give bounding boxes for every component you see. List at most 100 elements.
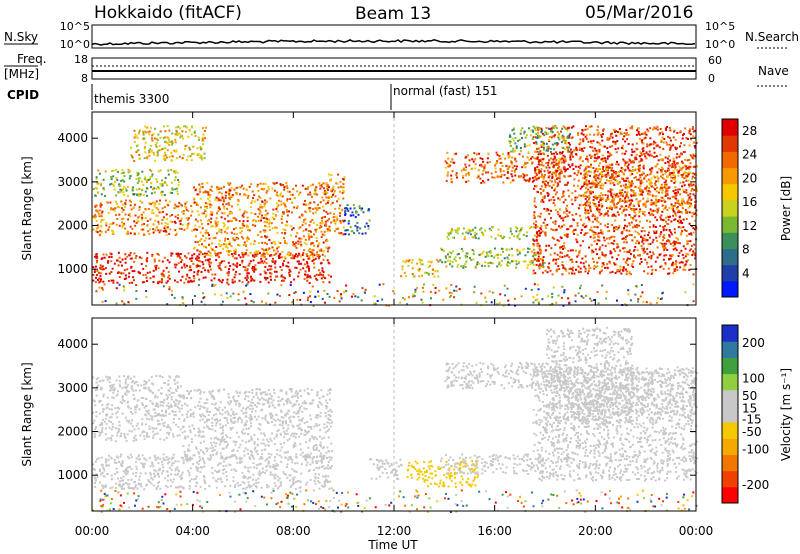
range-cell: [235, 238, 238, 240]
range-cell: [567, 163, 570, 166]
range-cell: [227, 202, 230, 204]
range-cell: [263, 205, 266, 208]
range-cell: [534, 127, 537, 130]
range-cell: [667, 186, 670, 189]
range-cell: [243, 193, 246, 195]
range-cell: [329, 212, 332, 215]
range-cell: [316, 206, 319, 209]
range-cell: [661, 196, 664, 199]
range-cell: [594, 175, 597, 178]
range-cell: [453, 153, 456, 156]
range-cell: [374, 302, 377, 305]
range-cell: [556, 144, 558, 147]
range-cell: [582, 204, 585, 206]
range-cell: [266, 253, 269, 256]
range-cell: [200, 156, 203, 159]
range-cell: [241, 214, 244, 217]
range-cell: [163, 275, 166, 278]
range-cell: [673, 130, 675, 133]
range-cell: [670, 255, 673, 258]
range-cell: [294, 291, 297, 294]
range-cell: [223, 212, 226, 215]
range-cell: [591, 229, 593, 232]
range-cell: [633, 177, 636, 179]
range-cell: [282, 228, 285, 231]
range-cell: [643, 252, 646, 255]
range-cell: [525, 144, 528, 147]
range-cell: [293, 257, 296, 260]
scatter-region: [439, 247, 546, 269]
range-cell: [346, 208, 349, 210]
range-cell: [533, 252, 536, 255]
range-cell: [246, 236, 249, 239]
range-cell: [681, 174, 684, 176]
range-cell: [195, 257, 197, 260]
range-cell: [271, 187, 274, 190]
range-cell: [584, 176, 587, 179]
range-cell: [559, 172, 562, 175]
range-cell: [678, 188, 681, 191]
range-cell: [664, 170, 667, 173]
range-cell: [358, 232, 361, 235]
range-cell: [557, 136, 560, 139]
range-cell: [231, 255, 234, 258]
range-cell: [110, 207, 113, 210]
range-cell: [627, 289, 630, 292]
range-cell: [288, 268, 291, 271]
range-cell: [685, 230, 688, 232]
range-cell: [304, 199, 306, 202]
range-cell: [131, 227, 134, 230]
range-cell: [661, 210, 664, 213]
range-cell: [689, 184, 691, 187]
range-cell: [574, 228, 577, 231]
range-cell: [487, 265, 490, 268]
range-cell: [555, 127, 558, 130]
range-cell: [225, 243, 228, 246]
range-cell: [152, 228, 155, 231]
range-cell: [584, 260, 587, 263]
range-cell: [204, 137, 207, 140]
range-cell: [160, 183, 162, 186]
range-cell: [680, 142, 683, 145]
range-cell: [283, 186, 286, 189]
range-cell: [689, 172, 692, 175]
range-cell: [326, 192, 329, 194]
range-cell: [135, 135, 138, 138]
range-cell: [508, 142, 511, 145]
range-cell: [671, 233, 674, 236]
range-cell: [262, 252, 265, 255]
range-cell: [512, 147, 515, 150]
range-cell: [155, 206, 158, 209]
range-cell: [648, 187, 651, 189]
range-cell: [547, 194, 550, 197]
range-cell: [589, 235, 592, 238]
range-cell: [304, 187, 307, 190]
range-cell: [134, 133, 137, 136]
range-cell: [654, 176, 657, 179]
range-cell: [560, 161, 563, 164]
range-cell: [269, 268, 272, 271]
range-cell: [567, 189, 570, 192]
range-cell: [577, 134, 579, 136]
range-cell: [307, 233, 310, 236]
range-cell: [600, 212, 603, 215]
range-cell: [626, 199, 629, 202]
range-cell: [310, 242, 313, 245]
range-cell: [615, 242, 618, 245]
range-cell: [242, 290, 245, 293]
range-cell: [589, 210, 592, 213]
range-cell: [576, 174, 579, 176]
range-cell: [117, 191, 120, 194]
range-cell: [670, 264, 673, 267]
range-cell: [638, 204, 640, 207]
range-cell: [270, 268, 273, 271]
range-cell: [572, 155, 575, 158]
range-cell: [465, 180, 468, 183]
range-cell: [688, 144, 691, 147]
range-cell: [199, 219, 202, 222]
range-cell: [585, 171, 588, 174]
range-cell: [273, 189, 276, 192]
range-cell: [338, 207, 341, 210]
range-cell: [288, 210, 290, 213]
range-cell: [313, 233, 315, 236]
